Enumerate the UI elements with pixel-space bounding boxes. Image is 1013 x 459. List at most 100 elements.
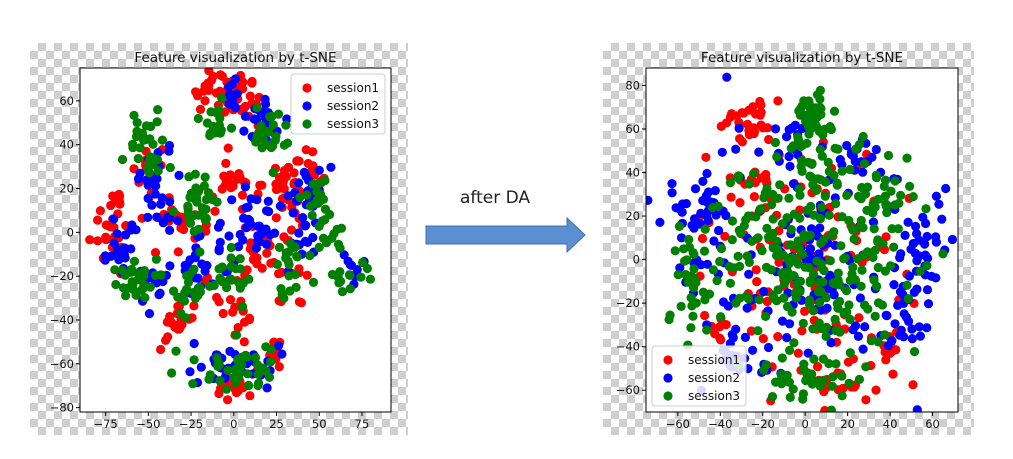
data-point-session3	[200, 172, 210, 182]
data-point-session2	[717, 147, 727, 157]
data-point-session3	[683, 277, 693, 287]
data-point-session3	[253, 369, 263, 379]
data-point-session3	[762, 223, 772, 233]
data-point-session3	[735, 261, 745, 271]
data-point-session3	[831, 326, 841, 336]
data-point-session1	[761, 175, 771, 185]
data-point-session2	[113, 245, 123, 255]
data-point-session2	[763, 342, 774, 353]
data-point-session3	[821, 293, 831, 303]
data-point-session3	[757, 204, 767, 214]
data-point-session3	[800, 262, 810, 272]
data-point-session3	[824, 167, 834, 177]
x-tick-label: 0	[802, 417, 809, 431]
data-point-session2	[224, 231, 234, 241]
data-point-session3	[244, 380, 254, 391]
data-point-session1	[271, 184, 282, 195]
data-point-session2	[922, 285, 933, 295]
data-point-session3	[825, 256, 835, 266]
data-point-session3	[854, 374, 864, 384]
data-point-session3	[826, 405, 836, 412]
data-point-session2	[675, 263, 685, 273]
data-point-session2	[868, 217, 879, 227]
data-point-session3	[284, 271, 294, 281]
data-point-session3	[837, 371, 847, 381]
data-point-session3	[861, 362, 871, 372]
data-point-session3	[133, 153, 143, 164]
data-point-session3	[789, 338, 799, 348]
data-point-session3	[803, 157, 813, 167]
data-point-session3	[204, 374, 214, 384]
data-point-session3	[235, 264, 245, 274]
data-point-session1	[793, 348, 803, 358]
data-point-session1	[697, 233, 708, 244]
data-point-session3	[842, 307, 852, 317]
data-point-session3	[308, 277, 319, 287]
data-point-session2	[912, 405, 922, 412]
data-point-session3	[831, 199, 841, 209]
data-point-session3	[771, 377, 781, 387]
data-point-session3	[292, 251, 302, 261]
data-point-session3	[167, 368, 177, 378]
data-point-session3	[819, 265, 829, 276]
data-point-session2	[915, 331, 925, 341]
data-point-session3	[689, 249, 699, 259]
data-point-session3	[813, 287, 824, 297]
data-point-session2	[904, 271, 914, 281]
data-point-session2	[275, 201, 285, 211]
data-point-session3	[856, 281, 866, 291]
data-point-session2	[890, 319, 900, 329]
data-point-session2	[326, 162, 336, 172]
data-point-session3	[785, 392, 795, 402]
data-point-session1	[215, 70, 225, 80]
data-point-session3	[808, 324, 818, 334]
data-point-session1	[746, 124, 756, 134]
data-point-session1	[773, 332, 783, 342]
data-point-session3	[815, 85, 825, 95]
data-point-session3	[327, 233, 337, 243]
data-point-session1	[762, 123, 773, 133]
data-point-session3	[859, 250, 869, 260]
data-point-session3	[809, 210, 819, 220]
data-point-session1	[238, 77, 248, 87]
data-point-session3	[680, 256, 690, 266]
data-point-session2	[214, 244, 224, 254]
data-point-session1	[701, 152, 711, 162]
data-point-session3	[842, 190, 852, 200]
data-point-session3	[252, 360, 263, 370]
data-point-session3	[795, 276, 806, 286]
data-point-session3	[201, 213, 211, 224]
legend-marker-session3	[663, 391, 673, 401]
data-point-session3	[217, 262, 227, 272]
data-point-session2	[265, 230, 275, 240]
data-point-session1	[230, 302, 240, 312]
data-point-session2	[696, 208, 706, 218]
data-point-session1	[221, 158, 231, 168]
data-point-session3	[279, 293, 289, 303]
data-point-session2	[112, 229, 122, 239]
legend-marker-session3	[302, 119, 312, 129]
data-point-session3	[146, 121, 156, 132]
data-point-session3	[259, 135, 269, 145]
data-point-session2	[147, 200, 157, 210]
data-point-session3	[829, 227, 839, 237]
data-point-session3	[217, 93, 227, 103]
data-point-session3	[761, 311, 771, 321]
data-point-session3	[796, 161, 806, 172]
data-point-session2	[785, 319, 795, 329]
data-point-session2	[754, 147, 764, 157]
data-point-session3	[727, 235, 737, 245]
data-point-session3	[690, 275, 700, 285]
data-point-session2	[142, 175, 152, 185]
data-point-session3	[857, 265, 867, 275]
data-point-session3	[226, 275, 236, 285]
data-point-session2	[893, 300, 903, 310]
data-point-session3	[199, 181, 209, 191]
data-point-session3	[266, 142, 276, 153]
data-point-session2	[173, 216, 183, 226]
data-point-session3	[145, 134, 155, 144]
data-point-session3	[333, 272, 343, 282]
data-point-session2	[895, 287, 906, 297]
data-point-session3	[117, 154, 128, 165]
legend: session1 session2 session3	[290, 73, 386, 135]
